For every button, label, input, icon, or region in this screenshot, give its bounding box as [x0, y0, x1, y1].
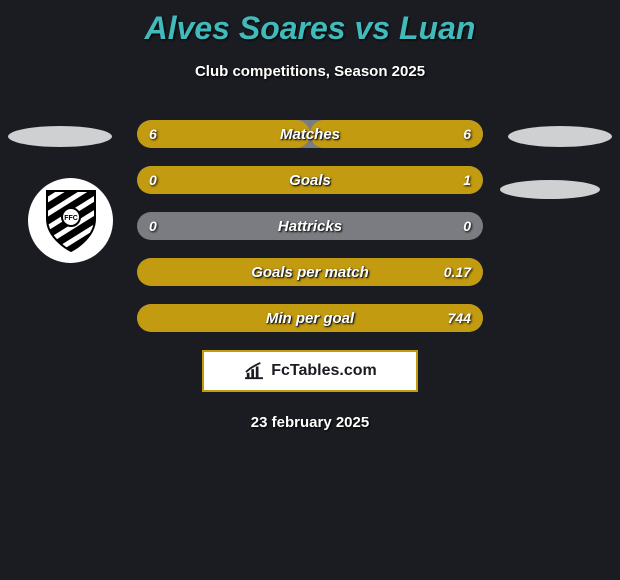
stat-value-left: 0 — [149, 212, 157, 240]
stat-label: Goals — [137, 166, 483, 194]
stat-label: Min per goal — [137, 304, 483, 332]
stat-row: Matches6 6 — [137, 120, 483, 148]
stat-row: Goals per match0.17 — [137, 258, 483, 286]
page-title: Alves Soares vs Luan — [0, 0, 620, 47]
stat-row: Goals0 1 — [137, 166, 483, 194]
date-caption: 23 february 2025 — [0, 414, 620, 431]
left-team-oval — [8, 126, 112, 147]
stat-value-left: 6 — [149, 120, 157, 148]
right-team-oval-2 — [500, 180, 600, 199]
stat-value-right: 6 — [463, 120, 471, 148]
stat-label: Hattricks — [137, 212, 483, 240]
right-team-oval-1 — [508, 126, 612, 147]
stat-row: Hattricks0 0 — [137, 212, 483, 240]
club-shield-icon: FFC — [42, 189, 100, 253]
stat-value-right: 1 — [463, 166, 471, 194]
stat-label: Matches — [137, 120, 483, 148]
stat-value-right: 0.17 — [444, 258, 471, 286]
stat-value-right: 744 — [448, 304, 471, 332]
branding-text: FcTables.com — [271, 362, 377, 380]
stat-value-right: 0 — [463, 212, 471, 240]
stat-label: Goals per match — [137, 258, 483, 286]
stat-row: Min per goal744 — [137, 304, 483, 332]
branding-box: FcTables.com — [202, 350, 418, 392]
chart-icon — [243, 362, 265, 380]
left-club-badge: FFC — [28, 178, 113, 263]
page-subtitle: Club competitions, Season 2025 — [0, 63, 620, 80]
stat-value-left: 0 — [149, 166, 157, 194]
stats-container: Matches66Goals01Hattricks00Goals per mat… — [137, 120, 483, 332]
svg-text:FFC: FFC — [64, 215, 78, 222]
